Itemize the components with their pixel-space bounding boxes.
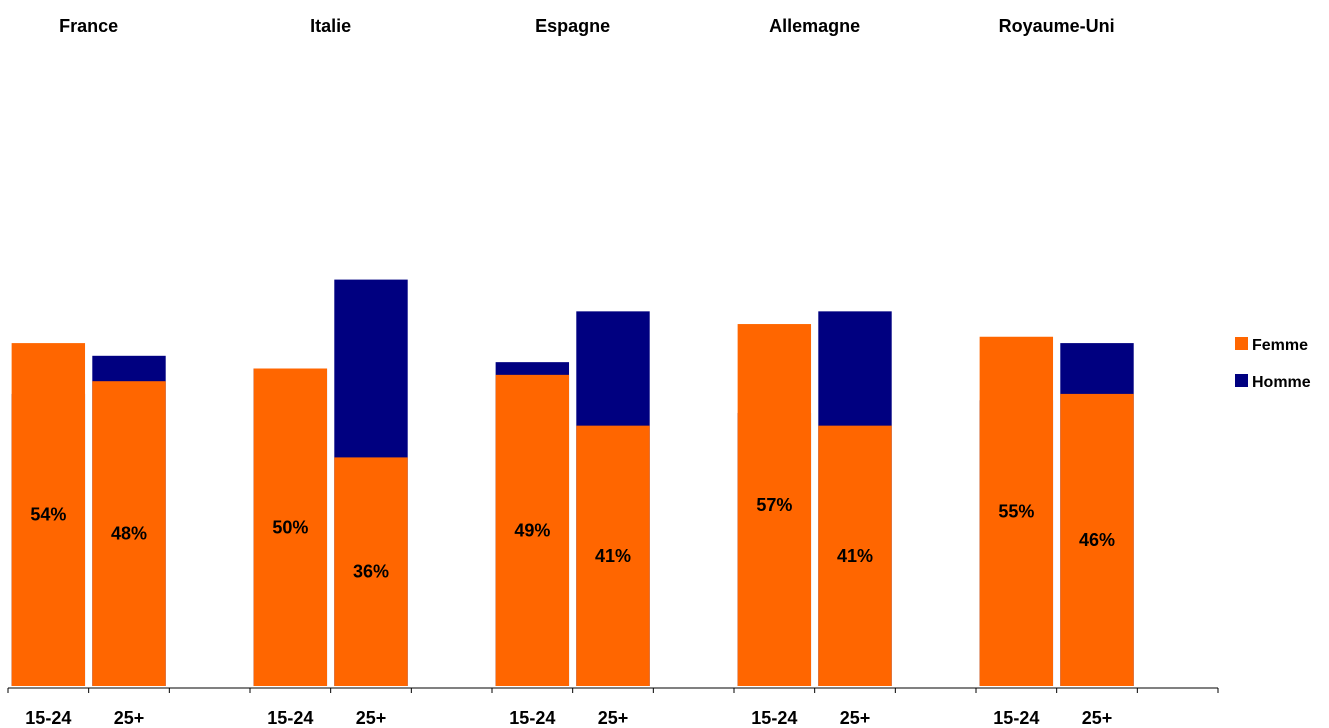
data-label-femme-espagne-25: 41% bbox=[595, 546, 631, 566]
bars-layer: 46%54%52%48%50%50%64%36%51%49%59%41%43%5… bbox=[11, 279, 1134, 686]
x-tick-label-italie-25: 25+ bbox=[356, 708, 387, 728]
x-tick-label-allemagne-15-24: 15-24 bbox=[751, 708, 797, 728]
x-tick-label-allemagne-25: 25+ bbox=[840, 708, 871, 728]
group-title-allemagne: Allemagne bbox=[769, 16, 860, 36]
x-tick-label-royaume-uni-25: 25+ bbox=[1082, 708, 1113, 728]
legend-swatch-homme bbox=[1235, 374, 1248, 387]
bar-femme-allemagne-15-24 bbox=[737, 324, 812, 686]
x-tick-label-france-25: 25+ bbox=[114, 708, 145, 728]
data-label-femme-france-25: 48% bbox=[111, 524, 147, 544]
data-label-femme-allemagne-15-24: 57% bbox=[756, 495, 792, 515]
bar-femme-france-15-24 bbox=[11, 343, 86, 686]
x-tick-label-france-15-24: 15-24 bbox=[25, 708, 71, 728]
bar-femme-espagne-25 bbox=[576, 425, 650, 686]
group-titles: France Italie Espagne Allemagne Royaume-Uni bbox=[59, 16, 1115, 36]
bar-femme-france-25 bbox=[92, 381, 166, 686]
data-label-femme-royaume-uni-15-24: 55% bbox=[998, 501, 1034, 521]
bar-femme-royaume-uni-25 bbox=[1060, 393, 1134, 686]
bar-femme-espagne-15-24 bbox=[495, 374, 570, 686]
group-title-italie: Italie bbox=[310, 16, 351, 36]
bar-femme-italie-25 bbox=[334, 457, 408, 686]
bar-femme-italie-15-24 bbox=[253, 368, 328, 686]
group-title-france: France bbox=[59, 16, 118, 36]
bar-femme-allemagne-25 bbox=[818, 425, 892, 686]
group-title-royaume-uni: Royaume-Uni bbox=[999, 16, 1115, 36]
x-tick-label-italie-15-24: 15-24 bbox=[267, 708, 313, 728]
legend-label-femme: Femme bbox=[1252, 337, 1308, 354]
x-tick-label-espagne-25: 25+ bbox=[598, 708, 629, 728]
data-label-femme-italie-15-24: 50% bbox=[272, 517, 308, 537]
legend-swatch-femme bbox=[1235, 337, 1248, 350]
data-label-femme-espagne-15-24: 49% bbox=[514, 520, 550, 540]
data-label-femme-royaume-uni-25: 46% bbox=[1079, 530, 1115, 550]
x-axis: 15-24 25+ 15-24 25+ 15-24 25+ 15-24 25+ 15-24 25+ bbox=[7, 687, 1219, 728]
data-label-femme-italie-25: 36% bbox=[353, 562, 389, 582]
data-label-femme-france-15-24: 54% bbox=[30, 505, 66, 525]
data-label-femme-allemagne-25: 41% bbox=[837, 546, 873, 566]
x-tick-label-royaume-uni-15-24: 15-24 bbox=[993, 708, 1039, 728]
legend-label-homme: Homme bbox=[1252, 374, 1311, 391]
bar-femme-royaume-uni-15-24 bbox=[979, 336, 1054, 686]
group-title-espagne: Espagne bbox=[535, 16, 610, 36]
x-tick-label-espagne-15-24: 15-24 bbox=[509, 708, 555, 728]
legend: Femme Homme bbox=[1235, 337, 1311, 391]
